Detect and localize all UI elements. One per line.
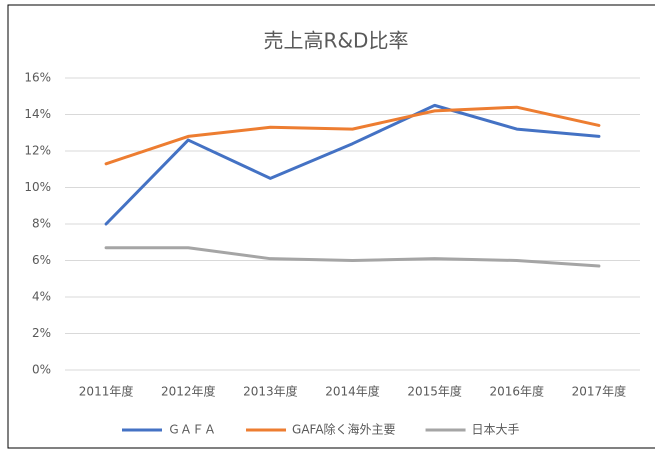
series-line bbox=[104, 103, 601, 226]
legend-label: GAFA除く海外主要 bbox=[292, 422, 396, 437]
x-tick-label: 2012年度 bbox=[161, 384, 216, 399]
y-tick-label: 14% bbox=[24, 107, 51, 121]
x-tick-label: 2016年度 bbox=[490, 384, 545, 399]
x-tick-label: 2015年度 bbox=[407, 384, 462, 399]
y-tick-label: 2% bbox=[32, 326, 51, 340]
chart-title: 売上高R&D比率 bbox=[264, 29, 409, 53]
legend-label: ＧＡＦＡ bbox=[168, 423, 216, 437]
y-tick-label: 16% bbox=[24, 71, 51, 85]
y-tick-label: 6% bbox=[32, 253, 51, 267]
legend-label: 日本大手 bbox=[472, 423, 520, 437]
y-tick-label: 10% bbox=[24, 180, 51, 194]
x-tick-label: 2011年度 bbox=[79, 384, 134, 399]
chart-frame bbox=[7, 4, 655, 449]
y-tick-label: 12% bbox=[24, 144, 51, 158]
y-tick-label: 4% bbox=[32, 290, 51, 304]
x-tick-label: 2014年度 bbox=[325, 384, 380, 399]
series-line bbox=[104, 105, 601, 166]
series-line bbox=[104, 246, 601, 268]
x-tick-label: 2013年度 bbox=[243, 384, 298, 399]
y-tick-label: 8% bbox=[32, 217, 51, 231]
y-tick-label: 0% bbox=[32, 363, 51, 377]
x-tick-label: 2017年度 bbox=[572, 384, 627, 399]
